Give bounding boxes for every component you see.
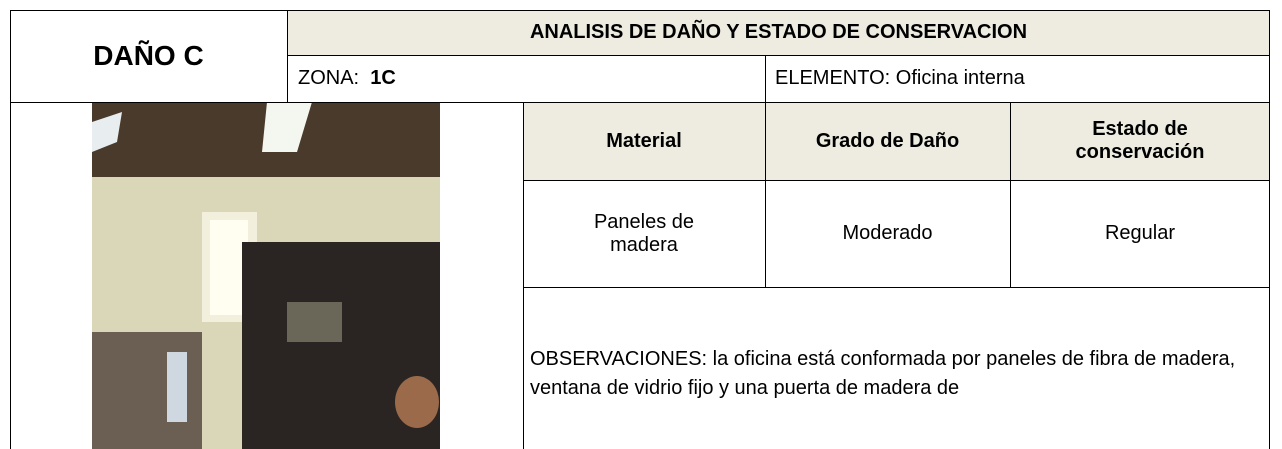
observations: OBSERVACIONES: la oficina está conformad… (530, 348, 1236, 399)
zona: ZONA: 1C (298, 55, 765, 102)
photo (92, 102, 440, 449)
zona-value: 1C (370, 67, 396, 89)
heading: ANALISIS DE DAÑO Y ESTADO DE CONSERVACIO… (529, 21, 1028, 43)
elemento: ELEMENTO: Oficina interna (775, 67, 1025, 89)
column-header: Material (606, 129, 682, 152)
zona-label: ZONA: (298, 67, 360, 89)
cell: Moderado (842, 222, 933, 244)
column-header: Estado de conservación (1075, 118, 1205, 163)
title: DAÑO C (93, 40, 204, 71)
cell: Regular (1104, 222, 1176, 244)
column-header: Grado de Daño (815, 129, 960, 152)
cell: Paneles de madera (593, 210, 695, 256)
